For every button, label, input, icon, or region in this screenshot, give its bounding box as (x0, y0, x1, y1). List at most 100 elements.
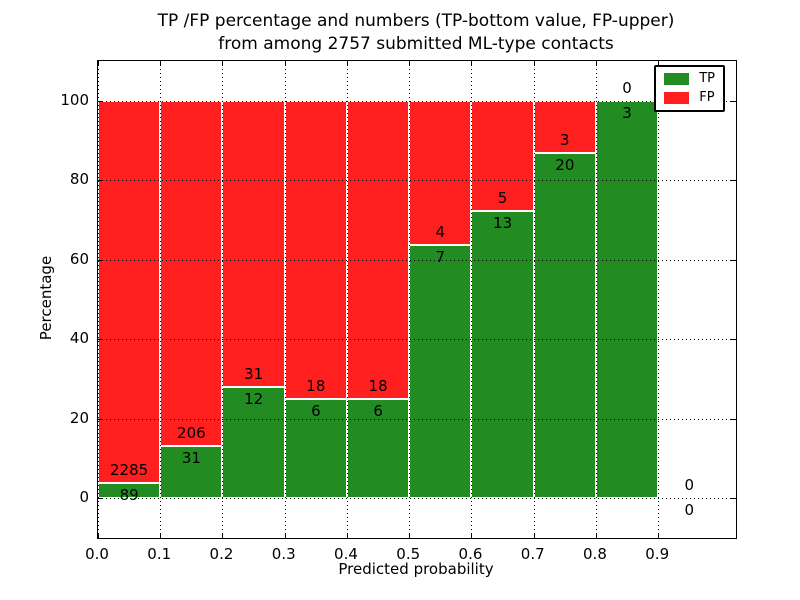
xtick-mark-bottom-0.7 (533, 533, 535, 538)
ytick-mark-left-60 (98, 259, 103, 261)
ytick-mark-left-20 (98, 418, 103, 420)
bar-segment-tp-5 (409, 245, 472, 499)
legend-swatch-fp (664, 92, 690, 104)
ytick-mark-right-0 (731, 498, 736, 500)
xtick-mark-bottom-0.8 (595, 533, 597, 538)
bar-label-tp-1: 31 (181, 449, 201, 468)
xtick-mark-top-0.2 (222, 61, 224, 66)
gridline-x-0.4 (346, 61, 348, 538)
gridline-x-0.6 (471, 61, 473, 538)
ytick-mark-right-20 (731, 418, 736, 420)
bar-label-tp-2: 12 (244, 390, 264, 409)
xtick-mark-top-0.6 (471, 61, 473, 66)
xtick-mark-bottom-0.1 (160, 533, 162, 538)
xtick-mark-top-0.0 (98, 61, 99, 66)
chart-title-line2: from among 2757 submitted ML-type contac… (218, 34, 614, 54)
y-tick-label-0: 0 (79, 488, 89, 507)
x-tick-label-0.7: 0.7 (520, 545, 545, 563)
x-tick-label-0.2: 0.2 (209, 545, 234, 563)
bar-segment-tp-1 (160, 446, 223, 499)
y-tick-label-80: 80 (69, 170, 89, 189)
y-tick-label-100: 100 (60, 90, 89, 109)
bar-label-fp-4: 18 (368, 376, 388, 395)
xtick-mark-top-0.8 (595, 61, 597, 66)
gridline-x-0.9 (658, 61, 660, 538)
legend-swatch-tp (664, 73, 690, 85)
bar-label-fp-1: 206 (177, 424, 206, 443)
bar-label-tp-8: 3 (622, 103, 632, 122)
xtick-mark-top-0.9 (658, 61, 660, 66)
bar-segment-fp-4 (346, 100, 410, 399)
bar-segment-fp-0 (98, 100, 161, 484)
bar-label-fp-3: 18 (306, 376, 326, 395)
gridline-x-0.7 (533, 61, 535, 538)
bar-label-fp-2: 31 (244, 365, 264, 384)
bar-label-fp-5: 4 (435, 223, 446, 242)
ytick-mark-right-100 (731, 100, 736, 102)
bar-label-fp-9: 0 (684, 476, 695, 495)
bar-label-fp-6: 5 (497, 189, 508, 208)
y-axis-label: Percentage (37, 255, 55, 341)
plot-area: TP FP 2285 89 206 31 31 12 18 6 18 6 4 7 5 13 3 20 0 3 0 0 (97, 60, 737, 539)
legend-item-fp: FP (664, 91, 715, 105)
chart-title: TP /FP percentage and numbers (TP-bottom… (97, 10, 735, 56)
gridline-x-0.0 (98, 61, 99, 538)
chart-title-line1: TP /FP percentage and numbers (TP-bottom… (157, 11, 675, 31)
bar-label-tp-5: 7 (435, 248, 446, 267)
xtick-mark-top-0.4 (346, 61, 348, 66)
x-tick-label-0.3: 0.3 (271, 545, 296, 563)
bar-label-tp-4: 6 (373, 401, 383, 420)
gridline-y-100 (98, 100, 736, 102)
ytick-mark-left-0 (98, 498, 103, 500)
bar-segment-fp-1 (160, 100, 223, 447)
xtick-mark-top-0.1 (160, 61, 162, 66)
gridline-y-60 (98, 259, 736, 261)
y-tick-label-20: 20 (69, 408, 89, 427)
x-tick-label-0.0: 0.0 (85, 545, 109, 563)
gridline-y-0 (98, 498, 736, 500)
bar-segment-tp-7 (533, 152, 596, 499)
xtick-mark-bottom-0.0 (98, 533, 99, 538)
x-tick-label-0.9: 0.9 (645, 545, 670, 563)
gridline-y-40 (98, 339, 736, 341)
xtick-mark-bottom-0.4 (346, 533, 348, 538)
xtick-mark-bottom-0.6 (471, 533, 473, 538)
bar-label-fp-8: 0 (622, 78, 632, 97)
gridline-y-20 (98, 418, 736, 420)
x-tick-label-0.4: 0.4 (334, 545, 358, 563)
bar-segment-tp-8 (595, 100, 659, 499)
xtick-mark-bottom-0.2 (222, 533, 224, 538)
gridline-y-80 (98, 180, 736, 182)
ytick-mark-right-40 (731, 339, 736, 341)
xtick-mark-bottom-0.3 (284, 533, 286, 538)
bar-label-tp-3: 6 (311, 401, 321, 420)
gridline-x-0.3 (284, 61, 286, 538)
legend: TP FP (654, 65, 725, 112)
ytick-mark-left-40 (98, 339, 103, 341)
bar-segment-tp-6 (471, 211, 534, 499)
y-tick-label-40: 40 (69, 329, 89, 348)
legend-label-fp: FP (699, 90, 715, 105)
y-tick-label-60: 60 (69, 249, 89, 268)
x-tick-label-0.6: 0.6 (458, 545, 483, 563)
xtick-mark-bottom-0.9 (658, 533, 660, 538)
gridline-x-0.5 (409, 61, 411, 538)
xtick-mark-top-0.3 (284, 61, 286, 66)
bar-label-fp-0: 2285 (110, 461, 149, 480)
bar-label-tp-6: 13 (493, 214, 513, 233)
x-tick-label-0.8: 0.8 (583, 545, 607, 563)
legend-label-tp: TP (699, 71, 715, 86)
x-tick-label-0.5: 0.5 (396, 545, 421, 563)
ytick-mark-left-100 (98, 100, 103, 102)
gridline-x-0.1 (160, 61, 162, 538)
bar-label-fp-7: 3 (560, 130, 570, 149)
x-tick-label-0.1: 0.1 (147, 545, 172, 563)
x-axis-label: Predicted probability (338, 560, 494, 578)
bar-segment-tp-2 (222, 387, 285, 499)
gridline-x-0.2 (222, 61, 224, 538)
ytick-mark-right-60 (731, 259, 736, 261)
bar-segment-fp-2 (222, 100, 285, 388)
bar-segment-fp-3 (284, 100, 347, 399)
xtick-mark-top-0.7 (533, 61, 535, 66)
